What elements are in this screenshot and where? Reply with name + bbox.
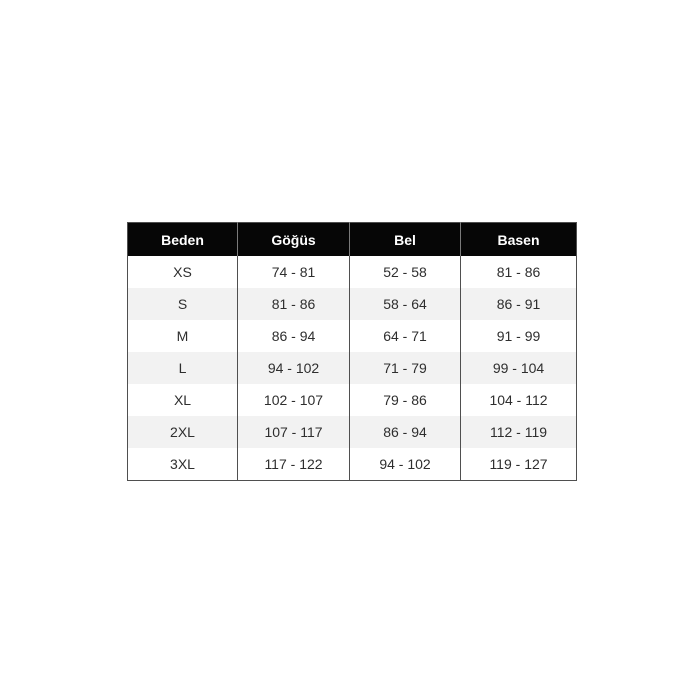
cell-chest: 74 - 81: [237, 256, 350, 288]
cell-hips: 119 - 127: [460, 448, 577, 481]
cell-waist: 94 - 102: [349, 448, 461, 481]
cell-size: 3XL: [127, 448, 238, 481]
cell-size: 2XL: [127, 416, 238, 448]
cell-chest: 102 - 107: [237, 384, 350, 416]
cell-waist: 71 - 79: [349, 352, 461, 384]
table-row-m: M 86 - 94 64 - 71 91 - 99: [127, 320, 577, 352]
cell-hips: 104 - 112: [460, 384, 577, 416]
table-row-2xl: 2XL 107 - 117 86 - 94 112 - 119: [127, 416, 577, 448]
cell-size: S: [127, 288, 238, 320]
cell-waist: 86 - 94: [349, 416, 461, 448]
table-row-3xl: 3XL 117 - 122 94 - 102 119 - 127: [127, 448, 577, 481]
table-row-xl: XL 102 - 107 79 - 86 104 - 112: [127, 384, 577, 416]
cell-waist: 79 - 86: [349, 384, 461, 416]
cell-hips: 81 - 86: [460, 256, 577, 288]
cell-waist: 64 - 71: [349, 320, 461, 352]
cell-chest: 94 - 102: [237, 352, 350, 384]
cell-hips: 112 - 119: [460, 416, 577, 448]
cell-hips: 99 - 104: [460, 352, 577, 384]
cell-size: L: [127, 352, 238, 384]
cell-waist: 58 - 64: [349, 288, 461, 320]
header-cell-basen: Basen: [460, 222, 577, 256]
cell-hips: 86 - 91: [460, 288, 577, 320]
cell-chest: 107 - 117: [237, 416, 350, 448]
cell-hips: 91 - 99: [460, 320, 577, 352]
cell-chest: 117 - 122: [237, 448, 350, 481]
cell-waist: 52 - 58: [349, 256, 461, 288]
table-row-s: S 81 - 86 58 - 64 86 - 91: [127, 288, 577, 320]
cell-chest: 81 - 86: [237, 288, 350, 320]
header-row: Beden Göğüs Bel Basen: [127, 222, 577, 256]
size-chart-table: Beden Göğüs Bel Basen XS 74 - 81 52 - 58…: [127, 222, 577, 481]
table-row-l: L 94 - 102 71 - 79 99 - 104: [127, 352, 577, 384]
cell-size: M: [127, 320, 238, 352]
cell-chest: 86 - 94: [237, 320, 350, 352]
cell-size: XL: [127, 384, 238, 416]
header-cell-bel: Bel: [349, 222, 461, 256]
table-row-xs: XS 74 - 81 52 - 58 81 - 86: [127, 256, 577, 288]
header-cell-beden: Beden: [127, 222, 238, 256]
header-cell-gogus: Göğüs: [237, 222, 350, 256]
cell-size: XS: [127, 256, 238, 288]
